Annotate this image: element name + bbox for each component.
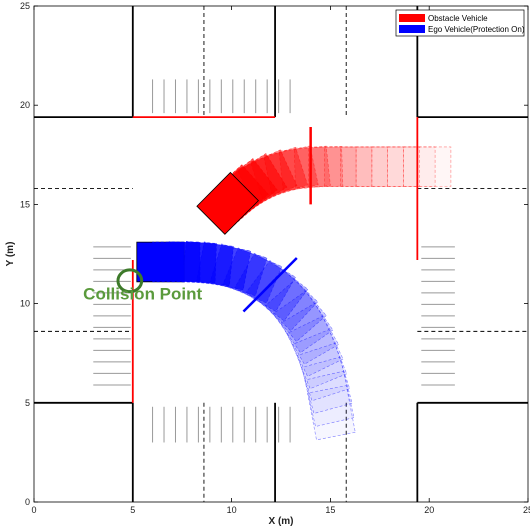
vehicle-footprint xyxy=(278,145,331,191)
x-tick-label: 5 xyxy=(130,505,135,515)
vehicle-footprint xyxy=(297,342,350,402)
trajectories xyxy=(136,127,452,441)
y-tick-label: 20 xyxy=(20,100,30,110)
annotations: Collision Point xyxy=(83,268,203,304)
x-tick-label: 25 xyxy=(523,505,530,515)
x-tick-label: 15 xyxy=(325,505,335,515)
y-tick-label: 10 xyxy=(20,299,30,309)
vehicle-footprint xyxy=(291,329,348,390)
legend-swatch xyxy=(399,14,425,22)
vehicle-footprint xyxy=(264,279,327,342)
x-tick-label: 10 xyxy=(227,505,237,515)
legend-swatch xyxy=(399,25,425,33)
vehicle-footprint xyxy=(307,385,356,441)
intersection-scene xyxy=(34,6,528,502)
y-tick-label: 0 xyxy=(25,497,30,507)
vehicle-footprint xyxy=(272,290,334,354)
collision-annotation: Collision Point xyxy=(83,285,202,304)
axes-box xyxy=(33,5,529,503)
y-axis-label: Y (m) xyxy=(5,242,16,267)
vehicle-footprint xyxy=(196,171,259,235)
y-tick-label: 5 xyxy=(25,398,30,408)
vehicle-footprint xyxy=(308,146,357,187)
vehicle-footprint xyxy=(304,370,355,427)
y-tick-label: 15 xyxy=(20,199,30,209)
vehicle-footprint xyxy=(196,241,252,291)
legend-entry: Obstacle Vehicle xyxy=(428,14,488,23)
vehicle-footprint xyxy=(234,252,297,312)
collision-marker xyxy=(116,268,144,294)
x-tick-label: 0 xyxy=(31,505,36,515)
vehicle-footprint xyxy=(293,146,344,189)
y-tick-label: 25 xyxy=(20,1,30,11)
x-axis-label: X (m) xyxy=(269,516,294,527)
axes: 0 5 10 15 20 25 0 5 10 15 20 25 X (m) Y (m) xyxy=(5,1,530,527)
vehicle-footprint xyxy=(301,356,353,414)
x-tick-label: 20 xyxy=(424,505,434,515)
boundary-mark xyxy=(242,257,298,313)
legend: Obstacle Vehicle Ego Vehicle(Protection O… xyxy=(395,9,525,37)
legend-entry: Ego Vehicle(Protection On) xyxy=(428,25,525,34)
